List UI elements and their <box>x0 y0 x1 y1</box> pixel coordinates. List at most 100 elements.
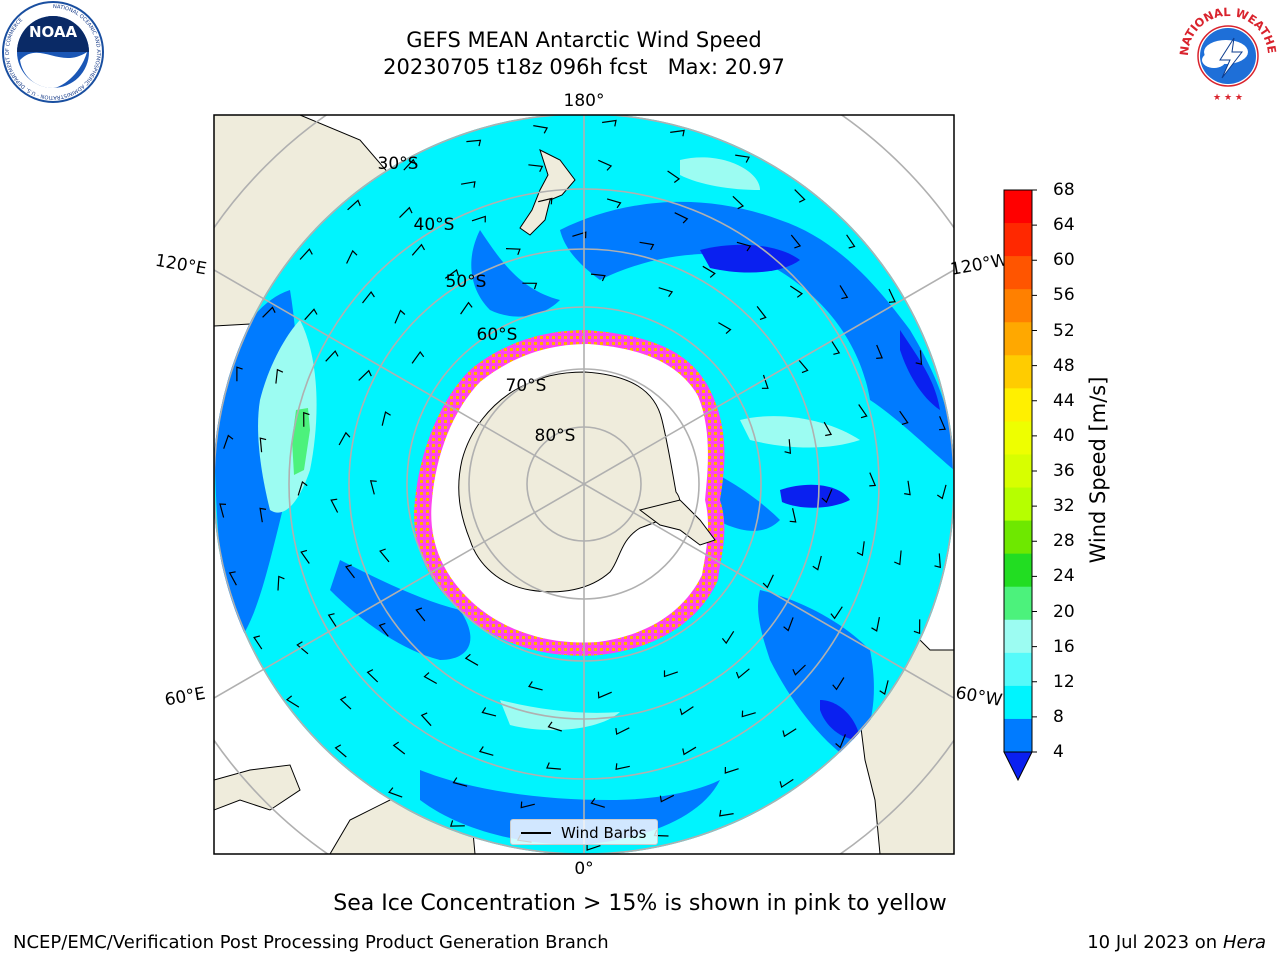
wind-barb <box>520 801 535 809</box>
wind-barb <box>415 607 426 622</box>
footer-credit: NCEP/EMC/Verification Post Processing Pr… <box>13 932 609 953</box>
wind-barb <box>830 606 843 620</box>
wind-barb <box>505 248 521 256</box>
wind-barb <box>719 809 734 817</box>
wind-barb <box>411 243 426 256</box>
wind-barb <box>236 366 243 382</box>
colorbar-segment <box>1004 223 1032 257</box>
wind-field-peak <box>292 408 310 475</box>
wind-barb <box>904 480 911 496</box>
wind-barb <box>602 119 617 127</box>
footer-date-prefix: 10 Jul 2023 on <box>1087 932 1223 953</box>
lon-label-right-lower: 60°W <box>954 683 1004 711</box>
lat-label-40s: 40°S <box>414 215 455 235</box>
wind-barb <box>936 484 947 500</box>
colorbar-tick-label: 12 <box>1053 671 1075 692</box>
wind-barb <box>913 619 921 635</box>
wind-barb <box>667 170 681 183</box>
wind-barb <box>724 766 739 774</box>
lat-label-70s: 70°S <box>506 376 547 396</box>
wind-barb <box>547 721 562 732</box>
lat-label-80s: 80°S <box>535 426 576 446</box>
wind-barb <box>303 411 310 427</box>
lat-label-60s: 60°S <box>477 325 518 345</box>
wind-barb <box>330 498 339 513</box>
colorbar-segment <box>1004 256 1032 290</box>
colorbar-tick-label: 32 <box>1053 496 1075 517</box>
wind-barb <box>674 212 689 224</box>
wind-barb <box>939 416 946 431</box>
wind-barb <box>219 503 227 518</box>
wind-barb <box>392 741 406 755</box>
map-border <box>213 114 955 855</box>
wind-barb <box>345 564 355 579</box>
wind-barb <box>411 350 425 364</box>
wind-field-light <box>258 157 860 731</box>
colorbar-tick-label: 24 <box>1053 566 1075 587</box>
wind-barb <box>253 635 263 650</box>
colorbar-tick-label: 16 <box>1053 636 1075 657</box>
colorbar-segment <box>1004 421 1032 455</box>
colorbar-segment <box>1004 190 1032 224</box>
wind-barb <box>792 664 806 676</box>
lon-label-top: 180° <box>564 91 605 111</box>
lon-label-left-lower: 60°E <box>163 684 207 711</box>
wind-barb <box>347 199 361 211</box>
wind-barbs <box>219 119 947 851</box>
wind-barb <box>832 677 845 691</box>
wind-barb <box>338 431 351 446</box>
wind-barb <box>262 306 276 318</box>
noaa-logo-text: NOAA <box>29 23 78 41</box>
wind-barb <box>464 653 479 666</box>
lon-label-bottom: 0° <box>574 859 593 879</box>
colorbar-tick-label: 56 <box>1053 285 1075 306</box>
wind-barb <box>296 641 309 655</box>
colorbar-segment <box>1004 586 1032 621</box>
wind-barb <box>876 344 883 359</box>
wind-barbs-legend-line <box>521 832 551 834</box>
wind-barb <box>277 575 285 591</box>
wind-barb <box>297 481 308 496</box>
wind-barb <box>659 794 675 803</box>
wind-barb <box>794 189 806 203</box>
colorbar-tick-label: 28 <box>1053 531 1075 552</box>
colorbar-segment <box>1004 520 1032 555</box>
wind-barb <box>366 669 379 683</box>
wind-barb <box>784 439 792 454</box>
wind-barb <box>378 622 389 637</box>
wind-barb <box>615 763 630 770</box>
footer-date: 10 Jul 2023 on Hera <box>1087 932 1266 954</box>
wind-barb <box>839 285 849 300</box>
wind-barb <box>598 159 613 171</box>
colorbar-tick-label: 8 <box>1053 706 1064 727</box>
colorbar-segment <box>1004 619 1032 654</box>
wind-barb <box>658 287 674 298</box>
colorbar-segment <box>1004 652 1032 687</box>
wind-barb <box>871 616 880 632</box>
colorbar-tick-label: 60 <box>1053 250 1075 271</box>
colorbar-tick-label: 36 <box>1053 461 1075 481</box>
antarctic-peninsula <box>638 499 716 546</box>
wind-barb <box>702 265 716 278</box>
wind-barb <box>362 290 375 304</box>
colorbar-segment <box>1004 487 1032 522</box>
wind-barb <box>399 206 413 219</box>
wind-barb <box>856 541 865 557</box>
antarctica <box>458 371 681 593</box>
lat-label-30s: 30°S <box>378 154 419 174</box>
colorbar <box>1003 189 1037 782</box>
graticule <box>214 115 954 854</box>
wind-barb <box>789 285 804 298</box>
wind-barb <box>259 507 267 523</box>
sea-ice-caption: Sea Ice Concentration > 15% is shown in … <box>333 891 947 916</box>
wind-barb <box>460 181 476 188</box>
wind-barb <box>679 706 694 716</box>
wind-barb <box>670 129 685 137</box>
colorbar-tick-label: 4 <box>1053 742 1064 762</box>
wind-barb <box>444 269 459 279</box>
wind-barb <box>471 215 486 223</box>
colorbar-segment <box>1004 355 1032 389</box>
wind-barb <box>572 231 587 239</box>
colorbar-segment <box>1004 553 1032 588</box>
colorbar-segment <box>1004 322 1032 356</box>
